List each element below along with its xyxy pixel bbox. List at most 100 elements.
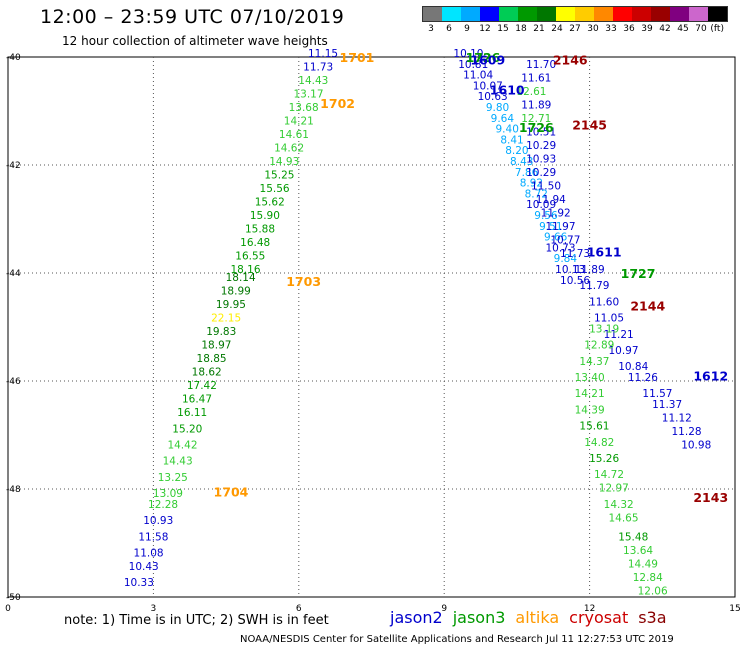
pass-number-label: 1726 (466, 50, 501, 65)
wave-height-value: 9.56 (534, 210, 558, 222)
wave-height-value: 9.84 (554, 253, 578, 265)
wave-height-value: 7.86 (515, 167, 539, 179)
wave-height-value: 14.32 (604, 499, 634, 511)
legend-entry-jason3: jason3 (452, 608, 506, 627)
wave-height-value: 9.64 (491, 113, 515, 125)
wave-height-value: 12.97 (599, 483, 629, 495)
wave-height-value: 12.89 (584, 340, 614, 352)
wave-height-value: 22.15 (211, 313, 241, 325)
wave-height-value: 14.37 (579, 356, 609, 368)
wave-height-value: 15.62 (255, 197, 285, 209)
wave-height-value: 11.79 (579, 280, 609, 292)
color-swatch-label: 21 (533, 24, 545, 34)
wave-height-value: 11.60 (589, 296, 619, 308)
legend-entry-altika: altika (515, 608, 560, 627)
wave-height-value: 14.42 (167, 440, 197, 452)
wave-height-value: 14.93 (269, 156, 299, 168)
wave-height-value: 13.19 (589, 323, 619, 335)
wave-height-value: 18.14 (226, 272, 256, 284)
wave-height-value: 16.47 (182, 394, 212, 406)
wave-height-value: 11.57 (642, 388, 672, 400)
pass-number-label: 1610 (490, 82, 525, 97)
wave-height-value: 12.28 (148, 499, 178, 511)
wave-height-value: 15.25 (264, 170, 294, 182)
wave-height-value: 18.99 (221, 286, 251, 298)
footnote: note: 1) Time is in UTC; 2) SWH is in fe… (64, 613, 329, 628)
wave-height-value: 10.93 (526, 153, 556, 165)
pass-number-label: 1611 (587, 244, 622, 259)
wave-height-value: 8.20 (505, 145, 528, 157)
lat-tick-label: -44 (6, 269, 21, 279)
wave-height-value: 10.56 (560, 275, 590, 287)
pass-number-label: 1703 (286, 274, 321, 289)
wave-height-value: 13.17 (293, 89, 323, 101)
lat-lon-grid (7, 56, 736, 598)
wave-height-value: 10.09 (526, 199, 556, 211)
wave-height-value: 17.42 (187, 380, 217, 392)
color-swatch-label: 27 (569, 24, 581, 34)
color-swatch-label: 3 (428, 24, 434, 34)
wave-height-value: 15.61 (579, 421, 609, 433)
wave-height-value: 10.77 (550, 234, 580, 246)
map-title: 12:00 – 23:59 UTC 07/10/2019 (40, 6, 345, 28)
color-swatch (499, 7, 518, 21)
lon-tick-label: 15 (729, 604, 740, 614)
wave-height-value: 11.70 (526, 59, 556, 71)
color-swatch-label: 6 (446, 24, 452, 34)
wave-height-value: 10.98 (681, 440, 711, 452)
color-swatch-label: 36 (623, 24, 635, 34)
color-swatch (461, 7, 480, 21)
wave-height-value: 12.71 (521, 113, 551, 125)
color-swatch-label: 18 (515, 24, 527, 34)
wave-height-value: 11.08 (134, 548, 164, 560)
wave-height-value: 11.73 (560, 248, 590, 260)
color-swatch-label: 9 (464, 24, 470, 34)
pass-number-label: 1704 (214, 485, 249, 500)
pass-number-label: 2146 (553, 53, 588, 68)
wave-height-value: 11.58 (138, 531, 168, 543)
wave-height-value: 11.15 (308, 48, 338, 60)
wave-height-value: 14.21 (575, 388, 605, 400)
wave-height-value: 11.97 (545, 221, 575, 233)
wave-height-value: 18.97 (201, 340, 231, 352)
lat-tick-label: -42 (6, 161, 21, 171)
wave-height-value: 18.85 (197, 353, 227, 365)
wave-height-value: 10.43 (129, 561, 159, 573)
wave-height-value: 14.49 (628, 558, 658, 570)
wave-height-value: 8.43 (510, 156, 533, 168)
lon-tick-label: 3 (151, 604, 157, 614)
wave-height-value: 13.64 (623, 545, 653, 557)
wave-height-value: 14.62 (274, 143, 304, 155)
wave-height-value: 10.63 (478, 91, 508, 103)
pass-number-label: 1612 (693, 369, 728, 384)
wave-height-value: 13.09 (153, 488, 183, 500)
color-swatch-label: 42 (659, 24, 671, 34)
lon-tick-label: 12 (584, 604, 595, 614)
wave-height-value: 19.83 (206, 326, 236, 338)
lat-tick-label: -40 (6, 53, 21, 63)
wave-height-value: 11.12 (662, 413, 692, 425)
legend-entry-cryosat: cryosat (569, 608, 629, 627)
color-swatch (632, 7, 651, 21)
color-swatch-label: 70 (695, 24, 707, 34)
pass-number-label: 2144 (630, 298, 665, 313)
wave-height-value: 11.89 (521, 99, 551, 111)
lat-tick-label: -48 (6, 485, 21, 495)
wave-height-value: 10.07 (473, 80, 503, 92)
wave-height-value: 16.55 (235, 251, 265, 263)
wave-height-value: 11.73 (303, 62, 333, 74)
color-swatch (594, 7, 613, 21)
wave-height-value: 8.72 (525, 188, 548, 200)
wave-height-value: 14.65 (608, 512, 638, 524)
wave-height-value: 15.20 (172, 423, 202, 435)
wave-height-value: 15.56 (260, 183, 290, 195)
color-swatch (518, 7, 537, 21)
wave-height-value: 14.39 (575, 404, 605, 416)
wave-height-value: 9.80 (486, 102, 509, 114)
wave-height-value: 14.61 (279, 129, 309, 141)
wave-height-value: 10.13 (555, 264, 585, 276)
wave-height-value: 11.61 (521, 72, 551, 84)
pass-number-label: 1726 (519, 120, 554, 135)
wave-height-value: 16.11 (177, 407, 207, 419)
